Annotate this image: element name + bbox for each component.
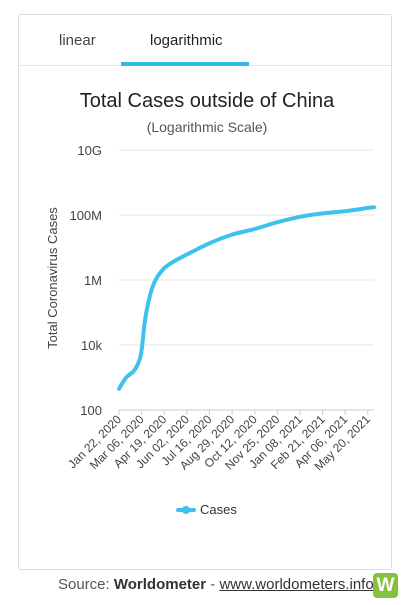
active-tab-indicator [121,62,249,66]
series-line-cases [117,205,376,391]
source-link[interactable]: www.worldometers.info [219,576,374,593]
source-footer: Source: Worldometer - www.worldometers.i… [58,576,374,593]
y-axis: 100 10k 1M 100M 10G [69,143,102,418]
chart-title: Total Cases outside of China [80,90,335,112]
chart-svg: Total Cases outside of China (Logarithmi… [45,90,376,517]
worldometer-logo-icon: W [373,573,398,598]
y-tick-label: 1M [84,273,102,288]
legend-marker [182,506,190,514]
source-name: Worldometer [113,576,207,593]
tab-logarithmic[interactable]: logarithmic [150,32,223,49]
chart-subtitle: (Logarithmic Scale) [147,119,268,135]
tab-linear[interactable]: linear [59,32,96,49]
legend-label: Cases [200,502,237,517]
y-tick-label: 10G [77,143,102,158]
source-separator: - [206,576,220,593]
grid-lines [119,149,374,411]
y-tick-label: 100M [69,208,102,223]
y-axis-label: Total Coronavirus Cases [45,207,60,349]
y-tick-label: 100 [80,403,102,418]
chart-card: linear logarithmic [18,14,392,570]
source-prefix: Source: [58,576,114,593]
scale-tabs: linear logarithmic [19,15,391,66]
legend[interactable]: Cases [176,502,237,517]
y-tick-label: 10k [81,338,102,353]
